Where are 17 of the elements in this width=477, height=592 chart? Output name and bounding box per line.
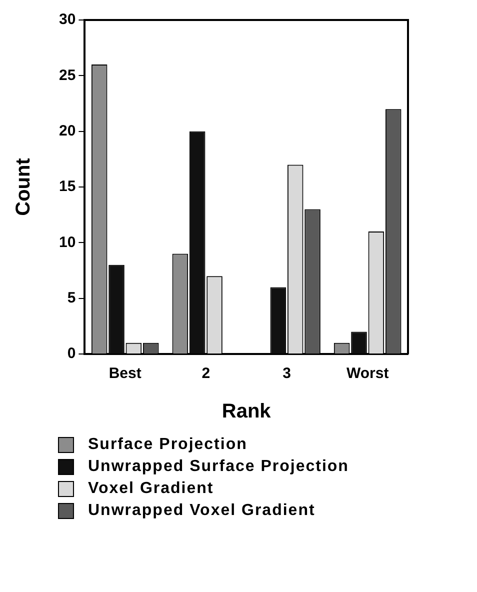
legend-label: Unwrapped Surface Projection	[88, 458, 349, 476]
x-axis-title: Rank	[222, 400, 272, 423]
y-tick-label: 5	[67, 289, 76, 306]
y-tick-label: 30	[58, 11, 76, 28]
x-tick-label: Worst	[346, 365, 389, 382]
legend-label: Unwrapped Voxel Gradient	[88, 502, 316, 520]
x-tick-label: Best	[108, 365, 142, 382]
y-tick-label: 25	[58, 66, 76, 84]
x-tick-label: 2	[202, 365, 210, 382]
legend-label: Surface Projection	[88, 436, 248, 454]
legend-label: Voxel Gradient	[88, 480, 214, 498]
x-tick-label: 3	[282, 365, 291, 382]
y-tick-label: 20	[58, 122, 76, 140]
y-tick-label: 15	[58, 178, 76, 196]
y-axis-title: Count	[12, 158, 35, 216]
y-tick-label: 10	[58, 234, 76, 251]
y-tick-label: 0	[67, 345, 76, 362]
